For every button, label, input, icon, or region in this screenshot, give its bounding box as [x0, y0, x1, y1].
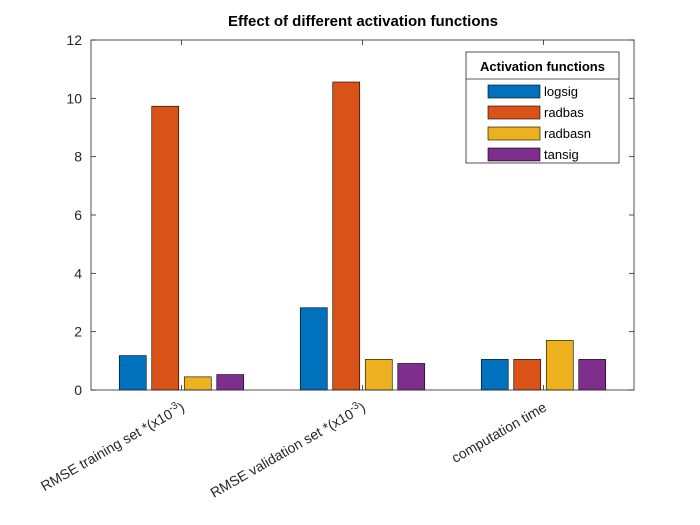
bar-radbasn-1	[364, 359, 393, 391]
bar-logsig-2	[480, 359, 509, 391]
bars-group	[118, 81, 607, 391]
bar-logsig-0	[118, 355, 147, 391]
bar-radbas-0	[151, 105, 180, 391]
legend-label-logsig: logsig	[544, 84, 578, 99]
x-category-label: computation time	[449, 399, 550, 466]
chart-title: Effect of different activation functions	[228, 13, 498, 30]
bar-radbas-2	[513, 359, 542, 391]
y-tick-label: 8	[74, 149, 82, 165]
bar-radbasn-0	[183, 376, 212, 391]
legend-swatch-radbas	[487, 105, 541, 120]
x-category-label: RMSE training set *(x10-3)	[37, 398, 187, 494]
bar-radbas-1	[332, 81, 361, 391]
bar-tansig-0	[216, 374, 245, 391]
legend-swatch-tansig	[487, 147, 541, 162]
legend-label-tansig: tansig	[544, 147, 579, 162]
bar-radbasn-2	[545, 340, 574, 391]
y-tick-label: 0	[74, 382, 82, 398]
bar-tansig-1	[397, 363, 426, 391]
y-ticks-group: 0 2 4 6 8 10 12	[66, 32, 634, 398]
y-tick-label: 12	[66, 32, 82, 48]
legend-swatch-radbasn	[487, 126, 541, 141]
y-tick-label: 6	[74, 207, 82, 223]
y-tick-label: 4	[74, 265, 82, 281]
legend: Activation functions logsig radbas radbasn t…	[465, 51, 620, 164]
legend-label-radbasn: radbasn	[544, 126, 591, 141]
bar-logsig-1	[299, 307, 328, 391]
legend-swatch-logsig	[487, 84, 541, 99]
legend-title: Activation functions	[480, 59, 605, 74]
y-tick-label: 2	[74, 324, 82, 340]
x-category-label: RMSE validation set *(x10-3)	[207, 398, 368, 501]
legend-label-radbas: radbas	[544, 105, 584, 120]
bar-tansig-2	[578, 359, 607, 391]
y-tick-label: 10	[66, 90, 82, 106]
